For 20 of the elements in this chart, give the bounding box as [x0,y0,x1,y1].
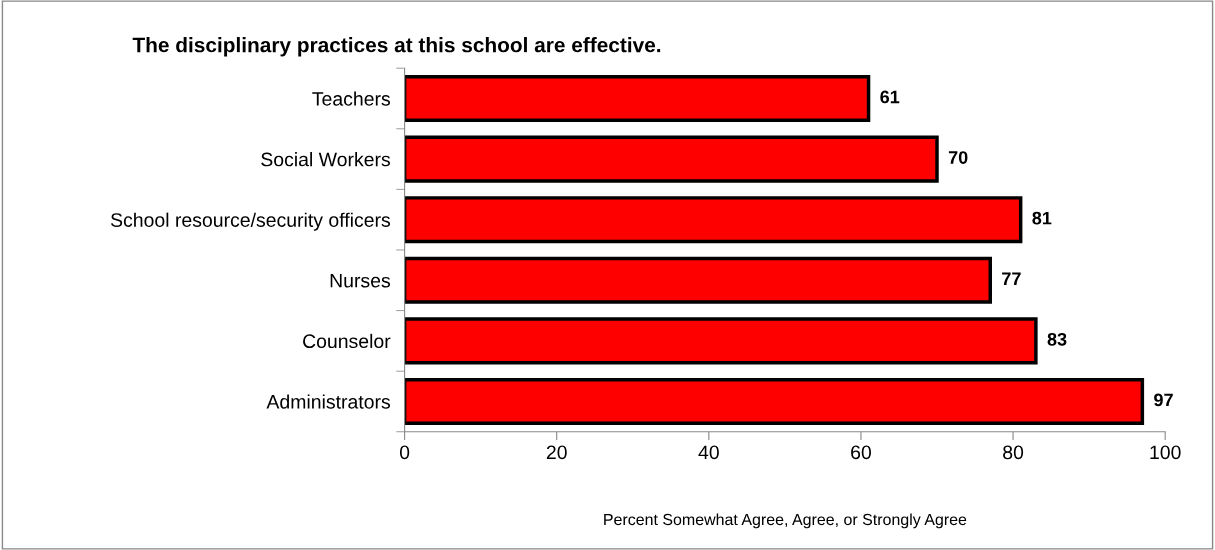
data-label: 83 [1047,332,1067,346]
data-label: 77 [1002,272,1021,285]
y-tick-label: Nurses [330,273,391,288]
data-label: 81 [1032,211,1052,225]
y-tick-label: Counselor [303,333,391,349]
data-label: 61 [880,90,900,104]
x-tick-label: 20 [546,445,567,460]
x-tick-label: 0 [399,445,410,460]
y-tick-label: Administrators [266,394,391,409]
y-tick-label: Social Workers [261,152,391,167]
data-label: 97 [1154,393,1173,407]
x-tick-label: 40 [698,445,719,460]
y-tick-label: School resource/security officers [110,212,391,231]
x-tick-label: 60 [851,445,871,460]
chart-title: The disciplinary practices at this school are effective. [132,37,661,57]
x-axis-title: Percent Somewhat Agree, Agree, or Strongly Agree [604,513,967,529]
x-tick-label: 100 [1150,445,1181,460]
x-tick-label: 80 [1003,445,1024,460]
y-tick-label: Teachers [312,91,391,106]
data-label: 70 [948,151,968,164]
